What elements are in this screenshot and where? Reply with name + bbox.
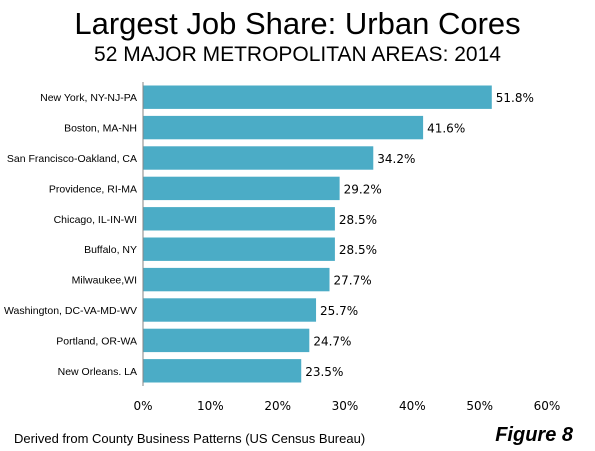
bar-9 — [143, 359, 302, 383]
category-label-6: Milwaukee,WI — [72, 275, 137, 287]
x-tick-label-6: 60% — [534, 399, 561, 413]
data-label-5: 28.5% — [339, 243, 377, 257]
category-label-1: Boston, MA-NH — [64, 123, 137, 135]
x-tick-label-4: 40% — [399, 399, 426, 413]
bar-1 — [143, 115, 424, 140]
bar-5 — [143, 237, 335, 261]
bar-8 — [143, 328, 310, 353]
data-label-6: 27.7% — [334, 274, 372, 288]
x-tick-label-3: 30% — [332, 399, 359, 413]
category-label-8: Portland, OR-WA — [56, 335, 137, 347]
x-tick-label-1: 10% — [197, 399, 224, 413]
data-label-3: 29.2% — [344, 182, 382, 196]
category-label-9: New Orleans. LA — [58, 366, 137, 378]
bar-7 — [143, 298, 317, 322]
category-label-3: Providence, RI-MA — [49, 183, 137, 195]
data-label-7: 25.7% — [320, 304, 358, 318]
category-label-0: New York, NY-NJ-PA — [40, 92, 137, 104]
x-tick-label-5: 50% — [466, 399, 493, 413]
data-label-1: 41.6% — [427, 122, 465, 136]
chart-title: Largest Job Share: Urban Cores — [74, 6, 521, 41]
chart-subtitle: 52 MAJOR METROPOLITAN AREAS: 2014 — [94, 43, 501, 66]
figure-label: Figure 8 — [495, 424, 573, 446]
source-note: Derived from County Business Patterns (U… — [14, 431, 366, 446]
x-tick-label-0: 0% — [133, 399, 152, 413]
category-label-7: Washington, DC-VA-MD-WV — [4, 305, 137, 317]
category-label-4: Chicago, IL-IN-WI — [54, 214, 137, 226]
bar-2 — [143, 146, 374, 170]
bar-4 — [143, 207, 335, 231]
bar-0 — [143, 85, 492, 109]
bar-3 — [143, 176, 340, 201]
category-label-5: Buffalo, NY — [84, 244, 137, 256]
x-tick-label-2: 20% — [264, 399, 291, 413]
bar-6 — [143, 267, 330, 292]
category-label-2: San Francisco-Oakland, CA — [7, 153, 137, 165]
data-label-8: 24.7% — [313, 334, 351, 348]
data-label-9: 23.5% — [305, 365, 343, 379]
data-label-4: 28.5% — [339, 213, 377, 227]
data-label-2: 34.2% — [377, 152, 415, 166]
data-label-0: 51.8% — [496, 91, 534, 105]
